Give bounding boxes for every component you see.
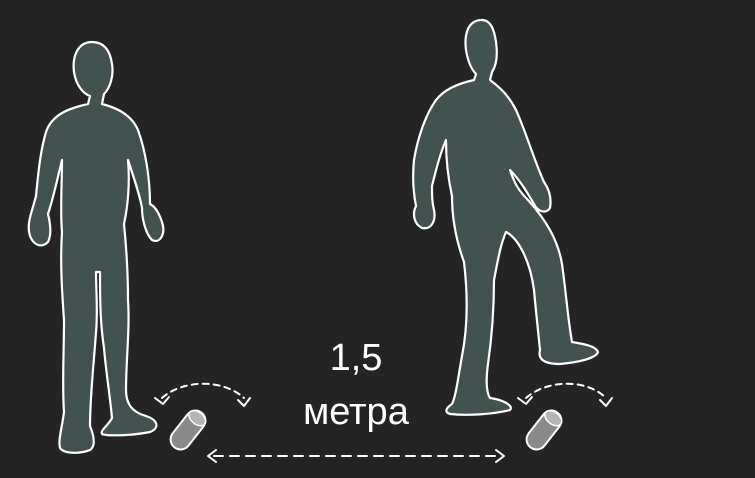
left-arc-arrow-right <box>237 397 251 407</box>
right-arc-arrow-left <box>517 396 533 405</box>
distance-unit: метра <box>303 391 410 433</box>
distance-arrow-left <box>207 449 217 463</box>
right-arc-arrow-right <box>599 397 613 407</box>
left-arc-arrow-left <box>154 396 170 405</box>
right-rotation-arc <box>525 382 607 399</box>
standing-figure <box>27 40 165 454</box>
left-rotation-arc <box>161 382 245 399</box>
left-roller <box>154 382 251 451</box>
distance-indicator: 1,5 метра <box>207 337 505 463</box>
stepping-figure <box>412 18 600 416</box>
distance-arrow-right <box>495 449 505 463</box>
distance-value: 1,5 <box>330 337 383 379</box>
right-roller <box>517 382 613 451</box>
